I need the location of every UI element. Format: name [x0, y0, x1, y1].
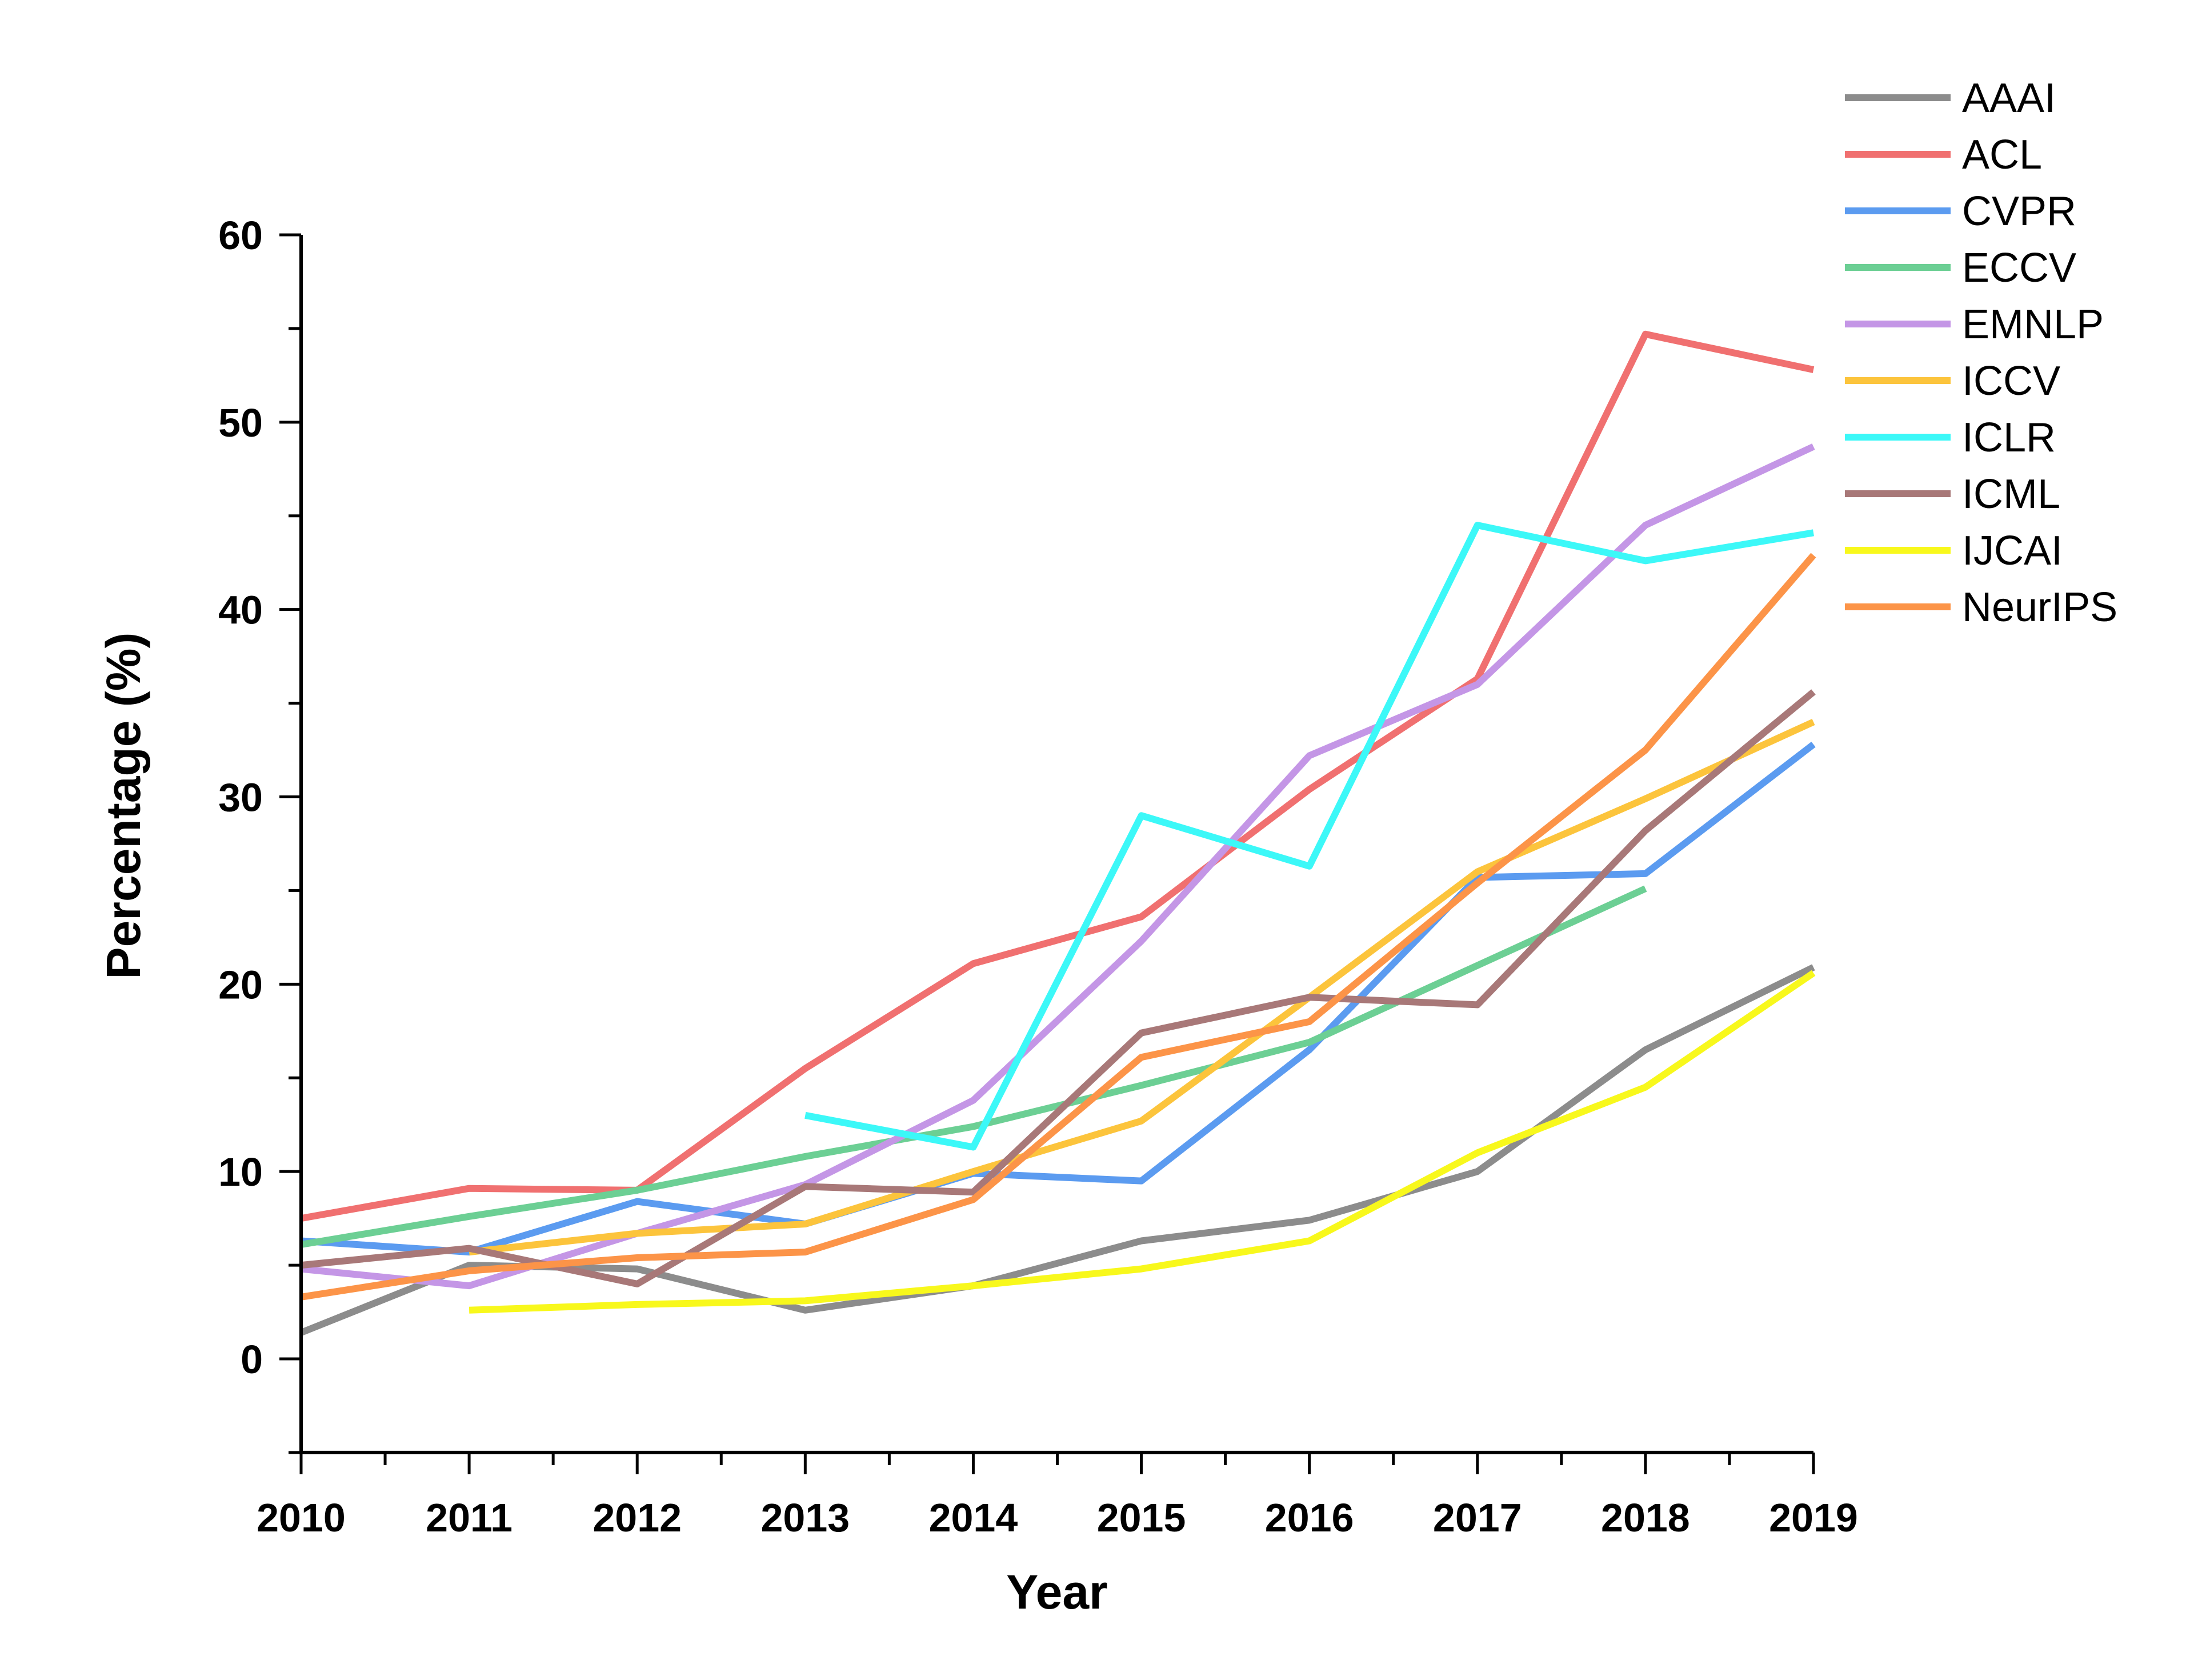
- legend-label-neurips: NeurIPS: [1962, 585, 2117, 630]
- y-tick-label: 0: [241, 1337, 263, 1382]
- x-tick-label: 2015: [1097, 1495, 1186, 1540]
- y-axis-label: Percentage (%): [97, 633, 150, 979]
- legend-label-eccv: ECCV: [1962, 245, 2076, 291]
- x-tick-label: 2013: [760, 1495, 850, 1540]
- series-line-eccv: [301, 885, 1647, 1248]
- series-layer: [299, 330, 1816, 1336]
- series-line-iclr: [804, 522, 1814, 1151]
- series-line-acl: [300, 330, 1815, 1222]
- legend-label-ijcai: IJCAI: [1962, 528, 2063, 574]
- x-tick-label: 2019: [1769, 1495, 1858, 1540]
- x-tick-label: 2010: [257, 1495, 346, 1540]
- x-tick-label: 2016: [1265, 1495, 1354, 1540]
- x-axis-label: Year: [1006, 1565, 1108, 1619]
- legend-label-icml: ICML: [1962, 471, 2060, 517]
- legend-label-acl: ACL: [1962, 132, 2042, 178]
- series-line-iccv: [469, 718, 1815, 1256]
- x-tick-label: 2011: [426, 1495, 513, 1540]
- series-line-emnlp: [301, 443, 1815, 1290]
- legend-label-cvpr: CVPR: [1962, 189, 2076, 234]
- y-tick-label: 30: [218, 775, 263, 820]
- y-tick-label: 60: [218, 213, 263, 258]
- legend-label-emnlp: EMNLP: [1962, 302, 2104, 347]
- x-tick-label: 2017: [1433, 1495, 1522, 1540]
- x-tick-label: 2012: [592, 1495, 682, 1540]
- legend-label-aaai: AAAI: [1962, 75, 2056, 121]
- series-line-cvpr: [301, 741, 1816, 1256]
- y-tick-label: 40: [218, 588, 263, 633]
- legend-label-iccv: ICCV: [1962, 358, 2060, 404]
- y-tick-label: 10: [218, 1150, 263, 1194]
- x-tick-label: 2018: [1601, 1495, 1690, 1540]
- series-line-ijcai: [469, 970, 1816, 1314]
- series-line-neurips: [301, 553, 1816, 1301]
- x-tick-label: 2014: [929, 1495, 1018, 1540]
- y-tick-label: 50: [218, 401, 263, 445]
- legend-label-iclr: ICLR: [1962, 415, 2056, 461]
- y-tick-label: 20: [218, 962, 263, 1007]
- axes-layer: 0 10 20 30 40 50 60 2010 2011 2012 2013 2014 2015 201…: [218, 213, 1858, 1540]
- legend: AAAI ACL CVPR ECCV EMNLP ICCV ICLR ICML IJCAI Neu…: [1845, 75, 2117, 630]
